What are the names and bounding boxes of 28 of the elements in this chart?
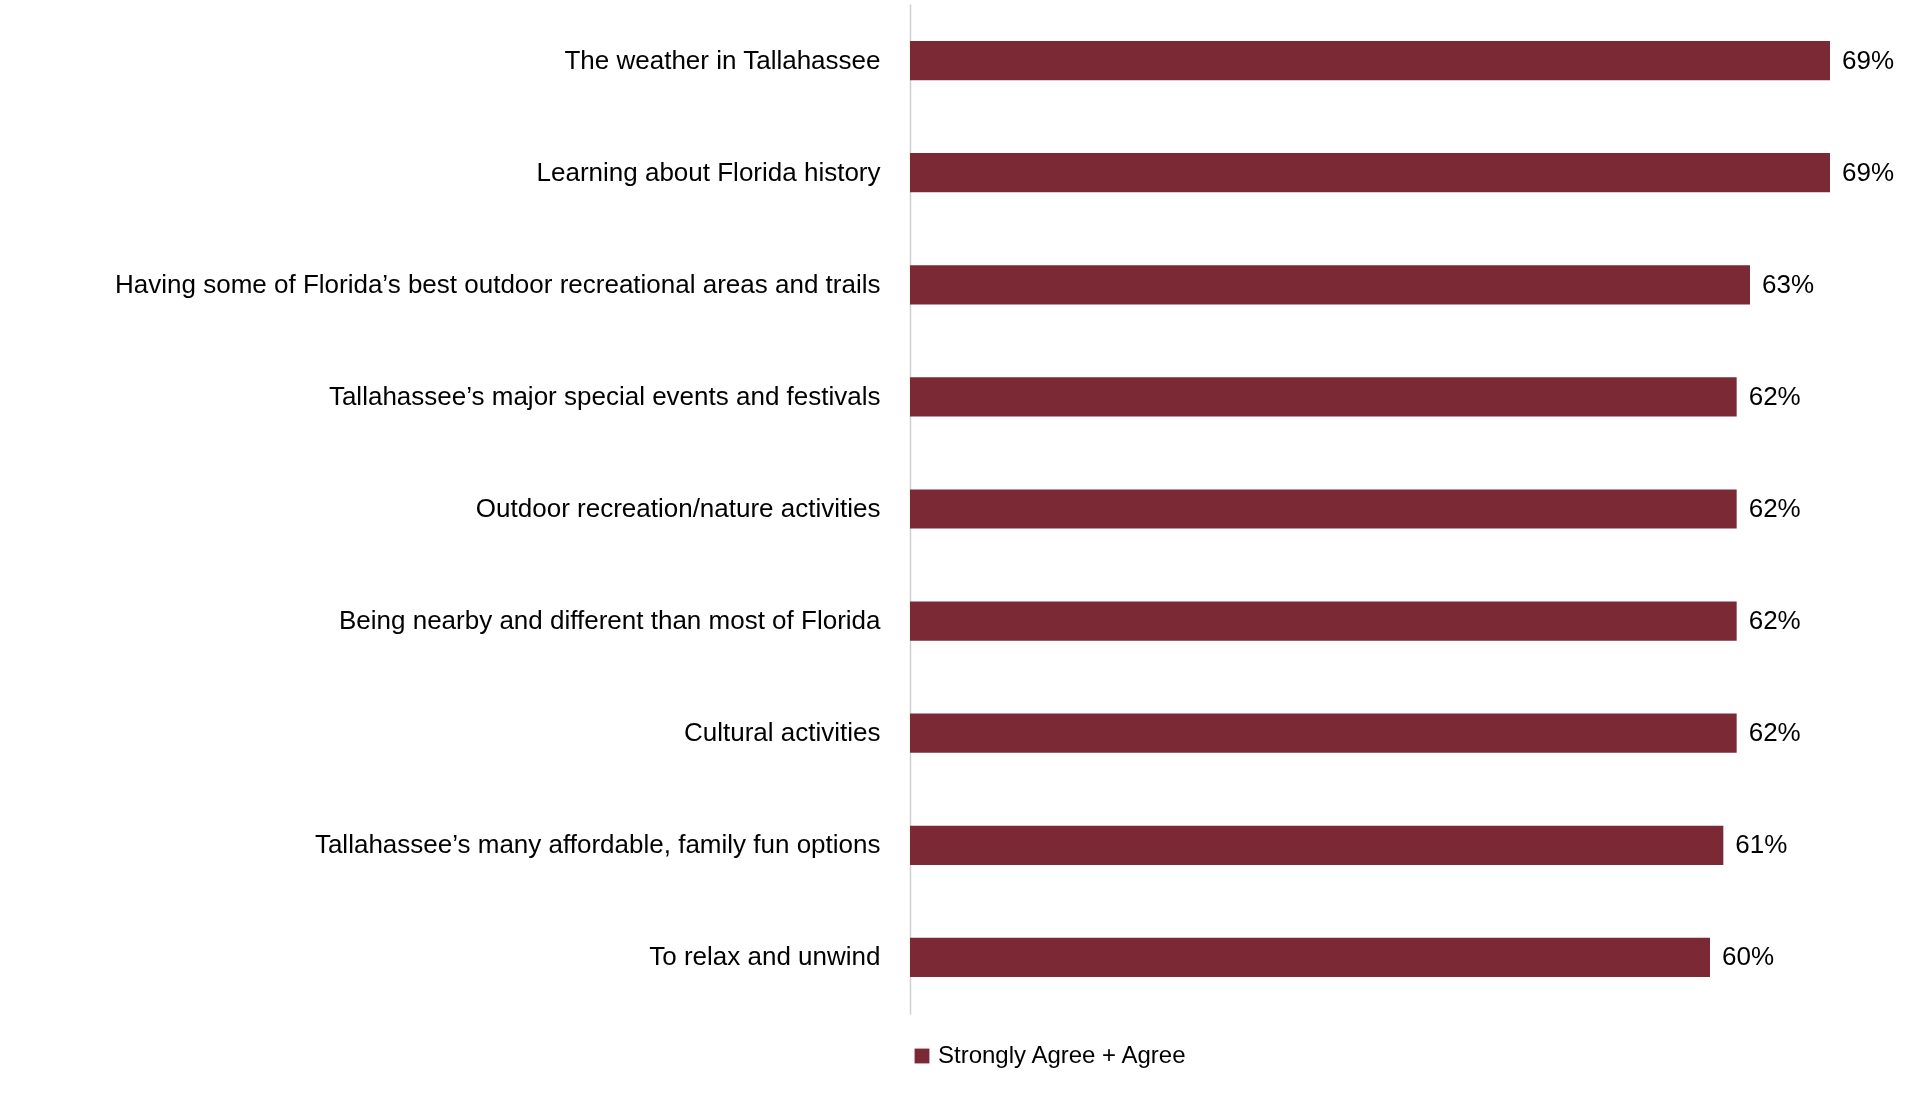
- y-tick-label: Cultural activities: [683, 717, 881, 748]
- y-tick-label: Tallahassee’s many affordable, family fun options: [314, 829, 881, 860]
- bar: [910, 825, 1724, 865]
- bar: [910, 40, 1830, 81]
- y-tick-label: The weather in Tallahassee: [564, 44, 881, 75]
- bar: [910, 377, 1737, 417]
- data-label: 69%: [1842, 156, 1895, 187]
- bar: [910, 713, 1737, 753]
- bar: [910, 937, 1710, 978]
- data-label: 62%: [1748, 605, 1801, 636]
- y-tick-label: To relax and unwind: [649, 941, 881, 972]
- y-tick-label: Outdoor recreation/nature activities: [475, 493, 881, 523]
- data-label: 69%: [1842, 44, 1895, 75]
- data-label: 63%: [1762, 268, 1815, 299]
- data-label: 62%: [1748, 380, 1801, 411]
- data-label: 62%: [1748, 717, 1801, 748]
- data-label: 61%: [1735, 829, 1788, 860]
- data-label: 60%: [1722, 941, 1775, 972]
- y-tick-label: Tallahassee’s major special events and festivals: [328, 380, 881, 411]
- y-tick-label: Being nearby and different than most of Florida: [338, 605, 882, 636]
- data-label: 62%: [1748, 493, 1801, 523]
- bar: [910, 601, 1737, 641]
- bar: [910, 489, 1737, 529]
- y-tick-label: Having some of Florida’s best outdoor recreational areas and trails: [115, 268, 881, 299]
- y-tick-label: Learning about Florida history: [536, 156, 881, 187]
- legend-label: Strongly Agree + Agree: [938, 1041, 1186, 1068]
- bar: [910, 153, 1830, 193]
- bar: [910, 265, 1750, 305]
